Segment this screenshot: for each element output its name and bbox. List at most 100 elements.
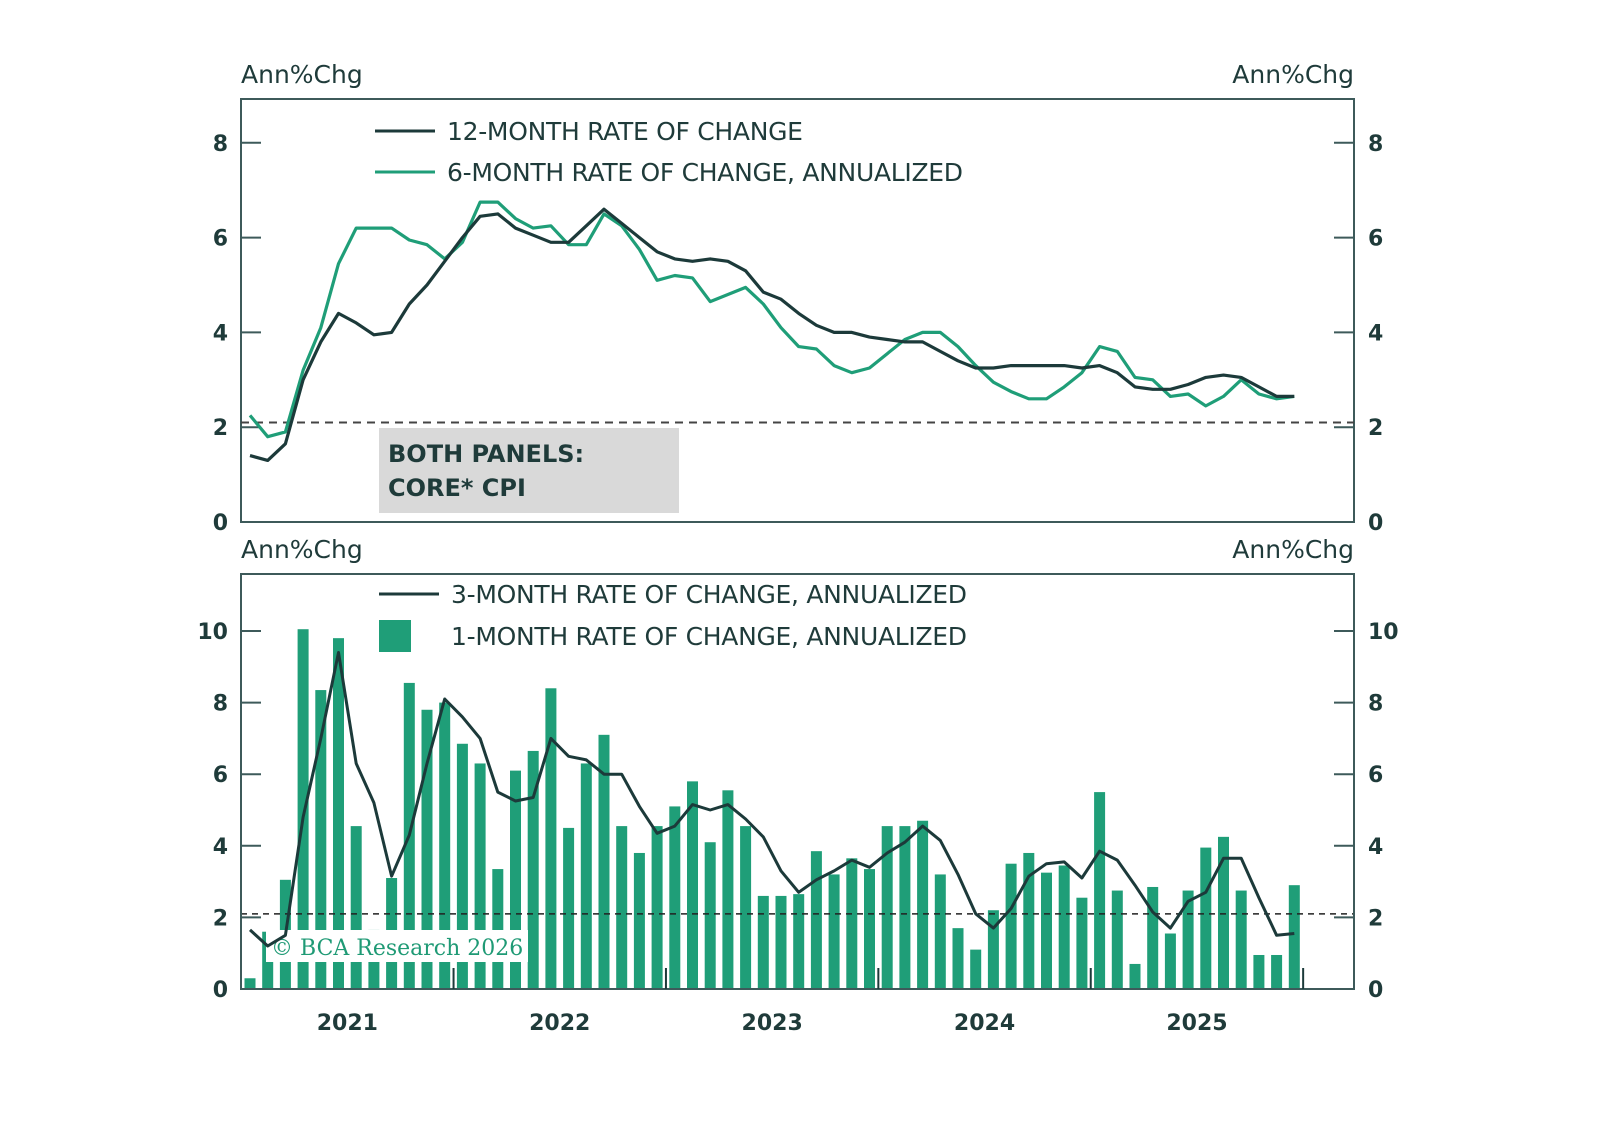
- x-tick-label-2025: 2025: [1166, 1011, 1227, 1036]
- bar-1-month-49: [1111, 890, 1123, 989]
- bar-1-month-5: [333, 638, 344, 989]
- top-right-tick-label: 4: [1368, 321, 1383, 346]
- top-right-axis-title: Ann%Chg: [1232, 60, 1354, 89]
- bar-1-month-16: [527, 750, 539, 989]
- bottom-right-tick-label: 10: [1368, 620, 1399, 645]
- bar-1-month-44: [1023, 852, 1035, 989]
- x-axis-ticks: 2021 2022 2023 2024 2025: [317, 968, 1305, 1036]
- top-panel: Ann%Chg Ann%Chg 0 02 24 46 68 8 BOTH PANELS: …: [213, 60, 1384, 536]
- bar-1-month-32: [810, 851, 822, 989]
- bottom-right-tick-label: 2: [1368, 906, 1383, 931]
- bottom-left-axis-title: Ann%Chg: [241, 535, 363, 564]
- bottom-right-axis-title: Ann%Chg: [1232, 535, 1354, 564]
- top-left-tick-label: 6: [213, 227, 228, 252]
- bar-1-month-14: [492, 869, 504, 989]
- bar-1-month-0: [244, 978, 256, 989]
- top-legend: 12-MONTH RATE OF CHANGE 6-MONTH RATE OF …: [375, 117, 963, 187]
- bar-1-month-45: [1041, 872, 1052, 989]
- x-tick-label-2022: 2022: [529, 1011, 590, 1036]
- bar-1-month-28: [740, 826, 752, 989]
- bar-1-month-43: [1005, 863, 1017, 989]
- series-line-12-month: [249, 207, 1295, 462]
- top-left-tick-label: 4: [213, 321, 228, 346]
- bar-1-month-22: [633, 852, 645, 989]
- top-right-tick-label: 6: [1368, 227, 1383, 252]
- bottom-legend: 3-MONTH RATE OF CHANGE, ANNUALIZED 1-MON…: [379, 580, 967, 652]
- bottom-left-tick-label: 10: [197, 620, 228, 645]
- legend-label-3-month: 3-MONTH RATE OF CHANGE, ANNUALIZED: [451, 580, 967, 609]
- legend-label-12-month: 12-MONTH RATE OF CHANGE: [447, 117, 803, 146]
- bar-1-month-4: [315, 690, 327, 989]
- top-plot-frame: [240, 98, 1355, 523]
- bar-1-month-27: [722, 790, 734, 989]
- bar-1-month-48: [1094, 792, 1106, 989]
- series-line-6-month: [248, 200, 1295, 439]
- bottom-left-tick-label: 6: [213, 763, 228, 788]
- bottom-right-tick-label: 0: [1368, 978, 1383, 1003]
- top-right-tick-label: 0: [1368, 511, 1383, 536]
- bar-1-month-17: [545, 688, 557, 989]
- legend-swatch-1-month: [379, 620, 411, 652]
- top-left-axis-title: Ann%Chg: [241, 60, 363, 89]
- bar-1-month-19: [580, 763, 592, 989]
- bar-1-month-23: [651, 826, 663, 989]
- bar-1-month-46: [1058, 865, 1070, 989]
- bar-1-month-31: [793, 894, 805, 989]
- top-left-tick-label: 0: [213, 511, 228, 536]
- bar-1-month-38: [917, 820, 929, 989]
- bar-1-month-26: [704, 842, 716, 989]
- x-tick-label-2023: 2023: [742, 1011, 803, 1036]
- bottom-left-tick-label: 0: [213, 978, 228, 1003]
- bottom-y-ticks: 0 0 2 2 4 4 6 6 8 8 10 10: [197, 620, 1398, 1003]
- series-line-3-month: [248, 651, 1295, 948]
- bar-1-month-39: [934, 874, 946, 989]
- annotation-box: [379, 428, 679, 513]
- bar-1-month-36: [881, 826, 893, 989]
- bottom-left-tick-label: 4: [213, 835, 228, 860]
- top-y-ticks: 0 0 2 2 4 4 6 6 8 8: [213, 132, 1384, 536]
- bottom-right-tick-label: 4: [1368, 835, 1383, 860]
- bar-1-month-18: [563, 827, 575, 989]
- bar-1-month-37: [899, 826, 911, 989]
- bar-1-month-13: [474, 763, 486, 989]
- top-right-tick-label: 2: [1368, 416, 1383, 441]
- bar-1-month-15: [510, 770, 521, 989]
- bar-1-month-10: [421, 709, 433, 989]
- bottom-right-tick-label: 6: [1368, 763, 1383, 788]
- bar-1-month-42: [987, 910, 999, 989]
- bar-1-month-47: [1076, 897, 1088, 989]
- bar-1-month-11: [439, 702, 451, 989]
- bottom-panel: Ann%Chg Ann%Chg © BCA Research 2026 0 0 2 2…: [197, 535, 1398, 1036]
- bar-1-month-54: [1200, 847, 1212, 989]
- bar-1-month-40: [952, 928, 964, 989]
- x-tick-label-2024: 2024: [954, 1011, 1015, 1036]
- bar-1-month-53: [1182, 890, 1194, 989]
- bar-1-month-57: [1253, 954, 1265, 989]
- bottom-line-group: [248, 651, 1295, 948]
- bar-1-month-20: [598, 734, 610, 989]
- x-tick-label-2021: 2021: [317, 1011, 378, 1036]
- bar-1-month-51: [1147, 886, 1159, 989]
- bottom-left-tick-label: 2: [213, 906, 228, 931]
- bar-1-month-55: [1218, 836, 1229, 989]
- annotation-line-1: BOTH PANELS:: [388, 440, 584, 468]
- legend-label-1-month: 1-MONTH RATE OF CHANGE, ANNUALIZED: [451, 622, 967, 651]
- annotation-line-2: CORE* CPI: [388, 474, 526, 502]
- bar-1-month-3: [297, 629, 309, 989]
- top-series-group: [248, 200, 1295, 462]
- top-left-tick-label: 2: [213, 416, 228, 441]
- bar-1-month-50: [1129, 963, 1141, 989]
- bar-1-month-21: [616, 826, 628, 989]
- top-left-tick-label: 8: [213, 132, 228, 157]
- bar-1-month-52: [1164, 933, 1176, 989]
- bar-1-month-35: [864, 869, 875, 989]
- bar-1-month-33: [828, 874, 840, 989]
- watermark: © BCA Research 2026: [266, 930, 528, 962]
- bottom-left-tick-label: 8: [213, 692, 228, 717]
- bar-1-month-24: [669, 806, 681, 989]
- top-right-tick-label: 8: [1368, 132, 1383, 157]
- bar-1-month-41: [970, 949, 982, 989]
- watermark-text: © BCA Research 2026: [271, 936, 523, 961]
- bar-1-month-30: [775, 895, 787, 989]
- bottom-right-tick-label: 8: [1368, 692, 1383, 717]
